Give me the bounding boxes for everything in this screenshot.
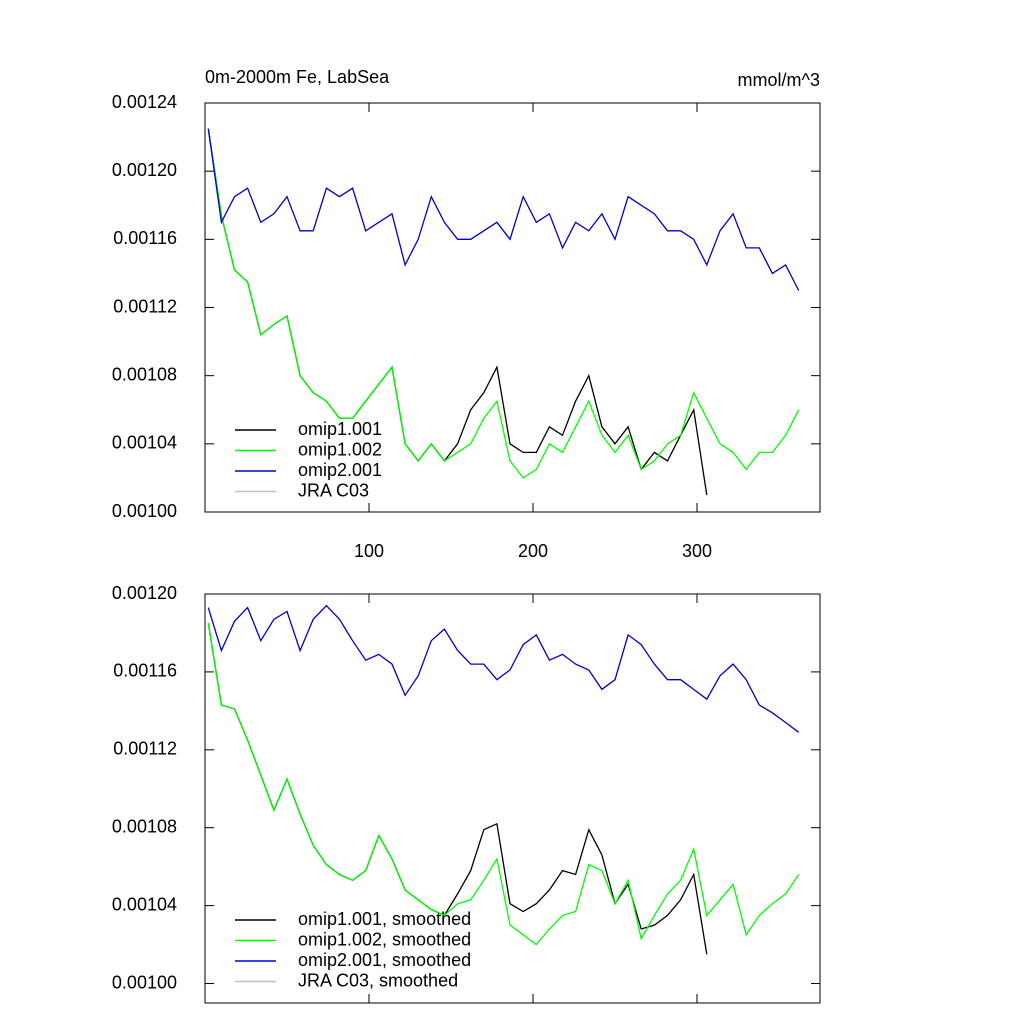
y-tick-label: 0.00104 bbox=[112, 433, 177, 453]
legend-label: omip1.002 bbox=[298, 439, 382, 459]
series-line bbox=[207, 623, 800, 946]
y-tick-label: 0.00100 bbox=[112, 501, 177, 521]
y-tick-label: 0.00116 bbox=[113, 661, 177, 681]
series-line bbox=[207, 128, 708, 496]
legend-label: omip1.001 bbox=[298, 419, 382, 439]
series-line bbox=[207, 128, 800, 479]
chart-title: 0m-2000m Fe, LabSea bbox=[205, 67, 390, 87]
legend-label: JRA C03, smoothed bbox=[298, 970, 458, 990]
plot-frame bbox=[204, 593, 821, 1004]
x-tick-label: 100 bbox=[354, 541, 384, 561]
y-tick-label: 0.00112 bbox=[113, 739, 177, 759]
y-tick-label: 0.00124 bbox=[112, 92, 177, 112]
x-tick-label: 300 bbox=[682, 541, 712, 561]
y-tick-label: 0.00100 bbox=[112, 972, 177, 992]
y-tick-label: 0.00116 bbox=[113, 228, 177, 248]
y-tick-label: 0.00112 bbox=[113, 296, 177, 316]
y-tick-label: 0.00108 bbox=[112, 816, 177, 836]
legend-label: JRA C03 bbox=[298, 480, 369, 500]
series-line bbox=[207, 128, 800, 291]
legend-label: omip1.002, smoothed bbox=[298, 929, 471, 949]
legend-label: omip2.001, smoothed bbox=[298, 950, 471, 970]
y-tick-label: 0.00108 bbox=[112, 364, 177, 384]
series-line bbox=[207, 604, 800, 733]
legend-label: omip2.001 bbox=[298, 460, 382, 480]
x-tick-label: 200 bbox=[518, 541, 548, 561]
units-label: mmol/m^3 bbox=[738, 70, 820, 90]
y-tick-label: 0.00104 bbox=[112, 894, 177, 914]
y-tick-label: 0.00120 bbox=[112, 583, 177, 603]
legend-label: omip1.001, smoothed bbox=[298, 909, 471, 929]
y-tick-label: 0.00120 bbox=[112, 160, 177, 180]
